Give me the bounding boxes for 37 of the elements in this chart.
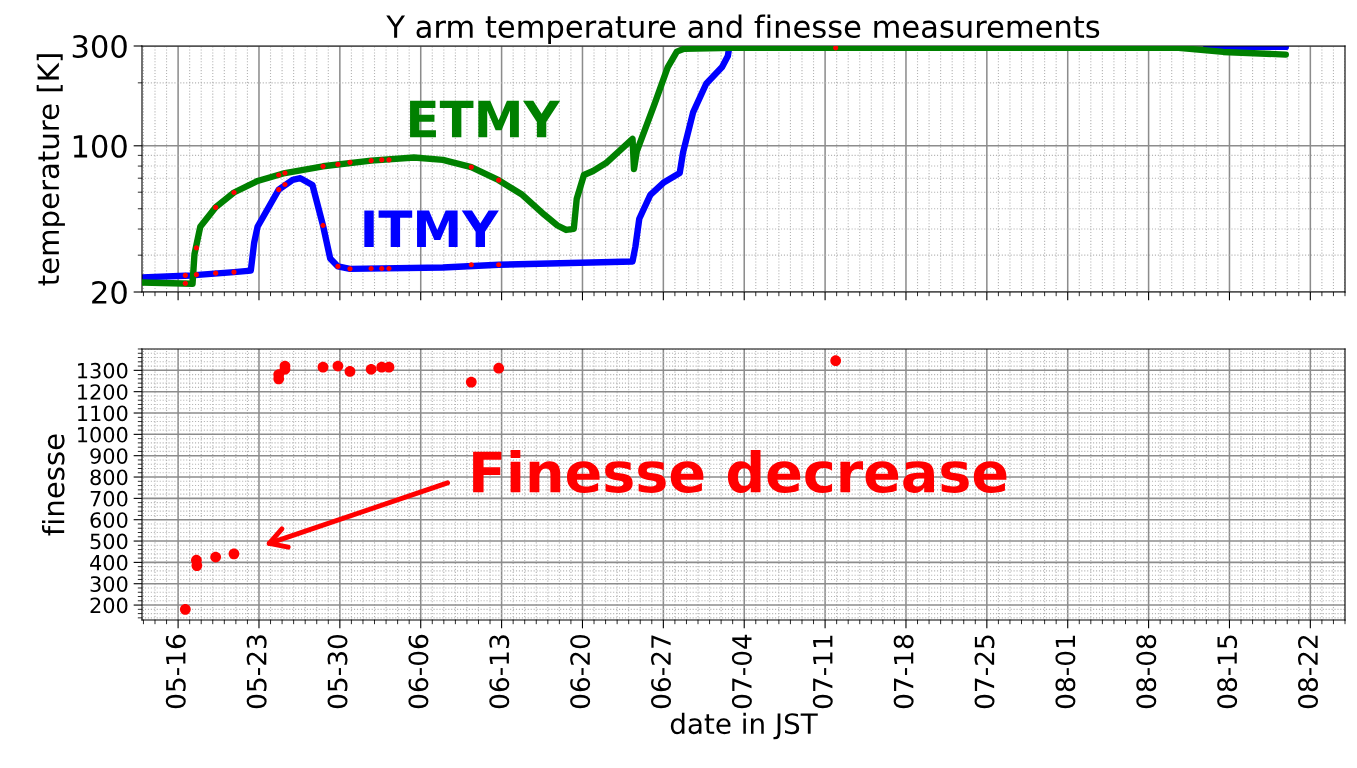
x-tick-label: 07-11 xyxy=(812,635,833,709)
y-tick-label: 500 xyxy=(90,533,128,550)
y-tick-label: 400 xyxy=(90,554,128,571)
y-tick-label: 300 xyxy=(90,576,128,592)
y-tick-label: 100 xyxy=(73,134,127,158)
y-tick-label: 20 xyxy=(92,280,127,305)
y-tick-label: 600 xyxy=(90,512,128,528)
y-tick-label: 1200 xyxy=(78,384,128,400)
x-tick-label: 07-25 xyxy=(974,635,995,709)
y-axis-title: finesse xyxy=(42,434,65,536)
series-label: ITMY xyxy=(364,210,499,247)
y-tick-label: 1100 xyxy=(78,405,128,422)
x-tick-label: 06-06 xyxy=(408,634,429,709)
x-tick-label: 06-27 xyxy=(651,635,672,709)
x-tick-label: 08-08 xyxy=(1136,635,1157,709)
x-tick-label: 07-04 xyxy=(731,634,752,709)
x-tick-label: 05-16 xyxy=(165,634,186,709)
x-tick-label: 06-20 xyxy=(570,634,591,709)
y-tick-label: 1000 xyxy=(78,426,128,443)
y-tick-label: 700 xyxy=(90,490,128,507)
y-tick-label: 1300 xyxy=(78,362,128,379)
y-axis-title: temperature [K] xyxy=(36,54,65,286)
y-tick-label: 200 xyxy=(90,597,128,614)
x-tick-label: 06-13 xyxy=(489,635,510,709)
x-tick-label: 08-01 xyxy=(1055,635,1076,709)
x-tick-label: 05-30 xyxy=(327,634,348,709)
x-tick-label: 07-18 xyxy=(893,635,914,709)
x-axis-title: date in JST xyxy=(670,712,818,740)
y-tick-label: 900 xyxy=(90,448,128,464)
y-tick-label: 800 xyxy=(90,469,128,486)
x-tick-label: 08-15 xyxy=(1217,635,1238,709)
annotation: Finesse decrease xyxy=(473,450,1007,494)
x-tick-label: 05-23 xyxy=(246,635,267,709)
chart-title: Y arm temperature and finesse measurements xyxy=(386,14,1100,45)
y-tick-label: 300 xyxy=(72,34,127,59)
series-label: ETMY xyxy=(410,100,561,138)
x-tick-label: 08-22 xyxy=(1298,635,1318,709)
